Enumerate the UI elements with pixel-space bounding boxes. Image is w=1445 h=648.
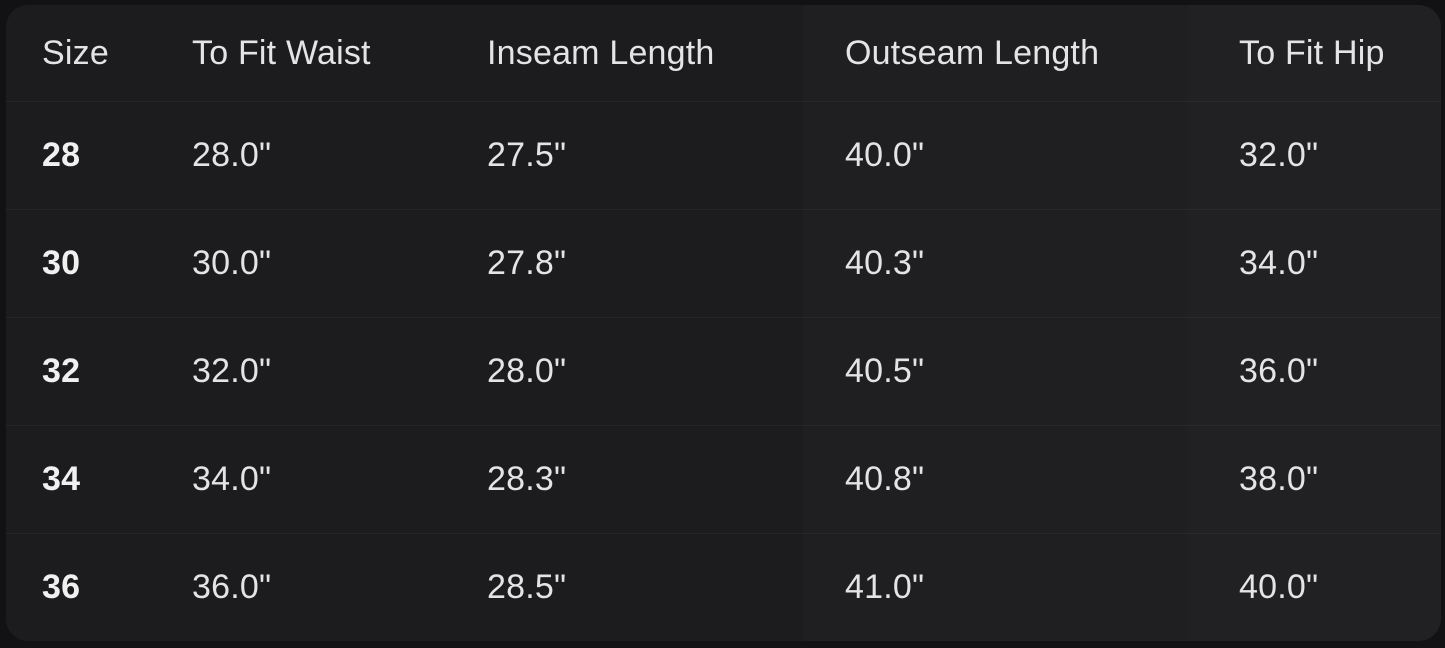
cell-waist: 32.0" bbox=[192, 352, 272, 391]
table-row: 32 32.0" 28.0" 40.5" 36.0" bbox=[6, 317, 1441, 425]
cell-size: 34 bbox=[42, 460, 81, 499]
cell-outseam: 40.3" bbox=[845, 244, 925, 283]
table-row: 34 34.0" 28.3" 40.8" 38.0" bbox=[6, 425, 1441, 533]
table-row: 36 36.0" 28.5" 41.0" 40.0" bbox=[6, 533, 1441, 641]
cell-inseam: 28.0" bbox=[487, 352, 567, 391]
cell-inseam: 28.5" bbox=[487, 568, 567, 607]
cell-outseam: 40.8" bbox=[845, 460, 925, 499]
cell-hip: 34.0" bbox=[1239, 244, 1319, 283]
cell-inseam: 27.5" bbox=[487, 136, 567, 175]
cell-hip: 38.0" bbox=[1239, 460, 1319, 499]
cell-hip: 32.0" bbox=[1239, 136, 1319, 175]
column-header-waist: To Fit Waist bbox=[192, 33, 371, 72]
cell-hip: 40.0" bbox=[1239, 568, 1319, 607]
cell-outseam: 40.5" bbox=[845, 352, 925, 391]
table-row: 30 30.0" 27.8" 40.3" 34.0" bbox=[6, 209, 1441, 317]
cell-size: 36 bbox=[42, 568, 81, 607]
table-row: 28 28.0" 27.5" 40.0" 32.0" bbox=[6, 101, 1441, 209]
cell-inseam: 28.3" bbox=[487, 460, 567, 499]
table-header-row: Size To Fit Waist Inseam Length Outseam … bbox=[6, 5, 1441, 101]
cell-waist: 36.0" bbox=[192, 568, 272, 607]
cell-size: 32 bbox=[42, 352, 81, 391]
column-header-hip: To Fit Hip bbox=[1239, 33, 1385, 72]
cell-size: 28 bbox=[42, 136, 81, 175]
cell-hip: 36.0" bbox=[1239, 352, 1319, 391]
cell-waist: 28.0" bbox=[192, 136, 272, 175]
cell-waist: 30.0" bbox=[192, 244, 272, 283]
cell-inseam: 27.8" bbox=[487, 244, 567, 283]
cell-size: 30 bbox=[42, 244, 81, 283]
cell-waist: 34.0" bbox=[192, 460, 272, 499]
cell-outseam: 40.0" bbox=[845, 136, 925, 175]
column-header-size: Size bbox=[42, 33, 109, 72]
size-chart-card: Size To Fit Waist Inseam Length Outseam … bbox=[6, 5, 1441, 641]
column-header-outseam: Outseam Length bbox=[845, 33, 1100, 72]
column-header-inseam: Inseam Length bbox=[487, 33, 715, 72]
cell-outseam: 41.0" bbox=[845, 568, 925, 607]
